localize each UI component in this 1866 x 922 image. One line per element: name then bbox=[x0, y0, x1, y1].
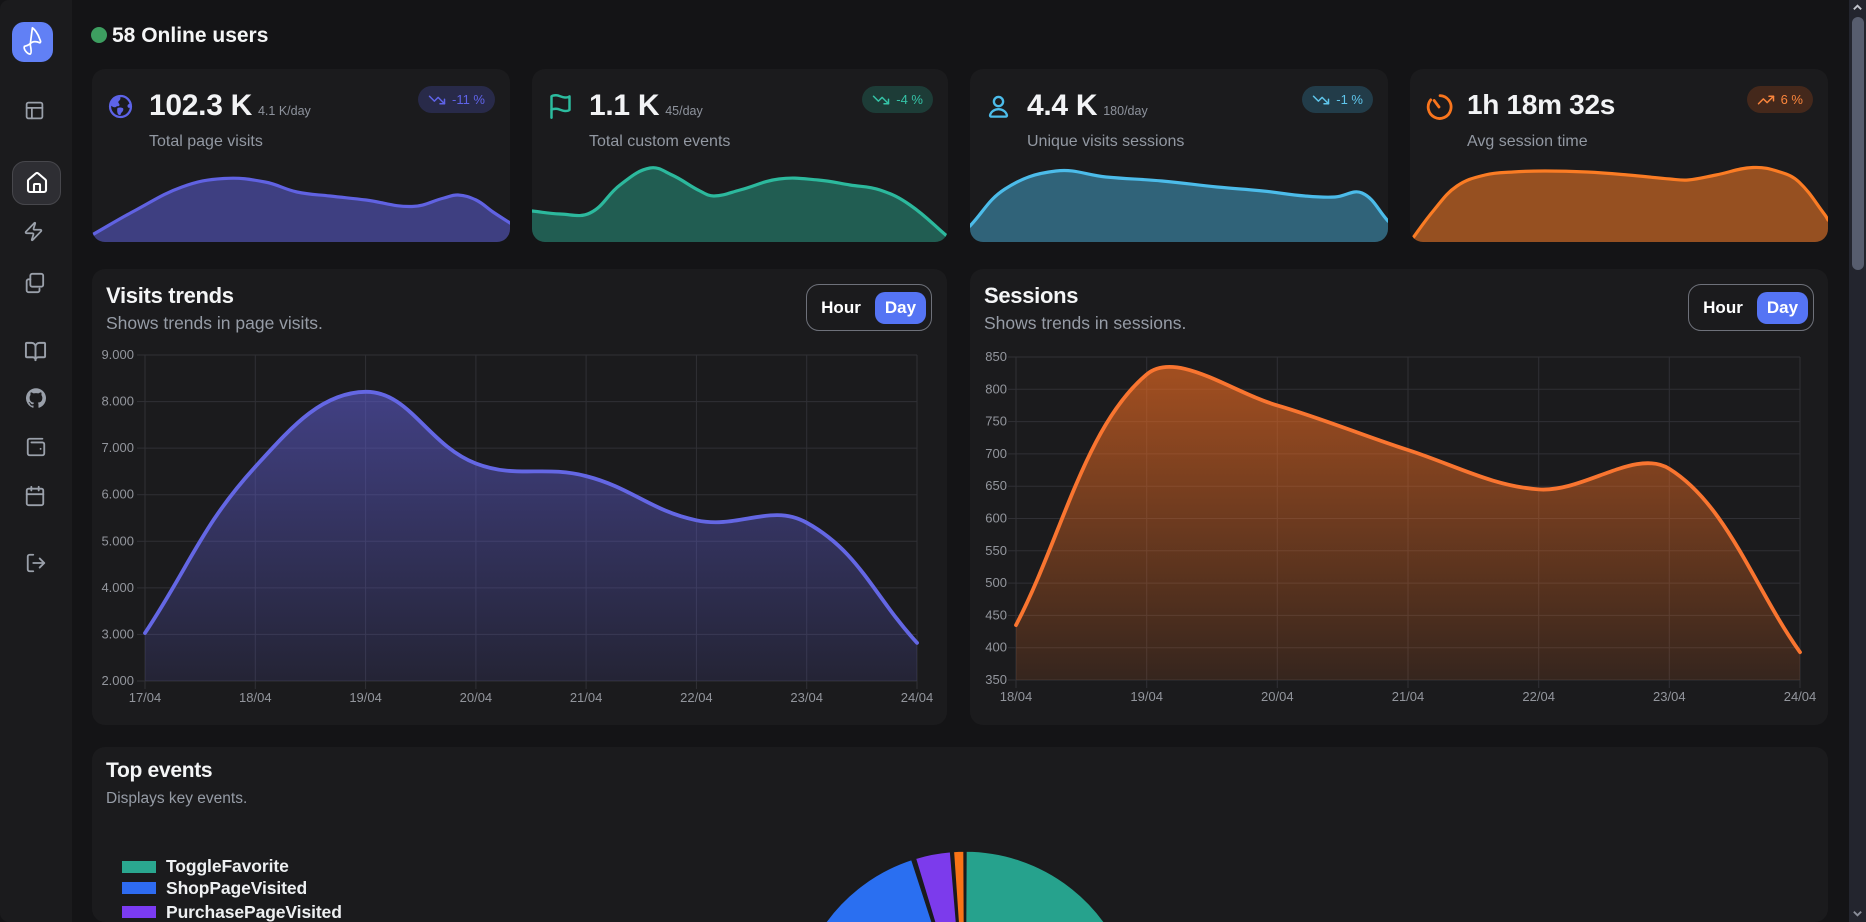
svg-text:22/04: 22/04 bbox=[680, 690, 713, 705]
svg-text:17/04: 17/04 bbox=[129, 690, 162, 705]
svg-text:18/04: 18/04 bbox=[239, 690, 272, 705]
svg-text:650: 650 bbox=[985, 478, 1007, 493]
svg-text:20/04: 20/04 bbox=[460, 690, 493, 705]
svg-text:350: 350 bbox=[985, 672, 1007, 687]
svg-text:4.000: 4.000 bbox=[101, 580, 134, 595]
svg-text:500: 500 bbox=[985, 575, 1007, 590]
svg-text:24/04: 24/04 bbox=[1784, 689, 1817, 704]
svg-text:7.000: 7.000 bbox=[101, 440, 134, 455]
svg-text:800: 800 bbox=[985, 381, 1007, 396]
svg-text:9.000: 9.000 bbox=[101, 347, 134, 362]
svg-text:18/04: 18/04 bbox=[1000, 689, 1033, 704]
svg-text:450: 450 bbox=[985, 607, 1007, 622]
svg-text:750: 750 bbox=[985, 414, 1007, 429]
svg-text:850: 850 bbox=[985, 349, 1007, 364]
svg-text:3.000: 3.000 bbox=[101, 626, 134, 641]
svg-text:21/04: 21/04 bbox=[1392, 689, 1425, 704]
svg-text:20/04: 20/04 bbox=[1261, 689, 1294, 704]
svg-text:700: 700 bbox=[985, 446, 1007, 461]
svg-text:23/04: 23/04 bbox=[1653, 689, 1686, 704]
svg-text:2.000: 2.000 bbox=[101, 673, 134, 688]
svg-text:8.000: 8.000 bbox=[101, 394, 134, 409]
svg-text:19/04: 19/04 bbox=[1130, 689, 1163, 704]
svg-text:19/04: 19/04 bbox=[349, 690, 382, 705]
svg-text:600: 600 bbox=[985, 511, 1007, 526]
svg-text:24/04: 24/04 bbox=[901, 690, 934, 705]
svg-text:550: 550 bbox=[985, 543, 1007, 558]
svg-text:23/04: 23/04 bbox=[790, 690, 823, 705]
svg-text:21/04: 21/04 bbox=[570, 690, 603, 705]
svg-text:6.000: 6.000 bbox=[101, 487, 134, 502]
svg-text:400: 400 bbox=[985, 640, 1007, 655]
svg-text:5.000: 5.000 bbox=[101, 533, 134, 548]
svg-text:22/04: 22/04 bbox=[1522, 689, 1555, 704]
